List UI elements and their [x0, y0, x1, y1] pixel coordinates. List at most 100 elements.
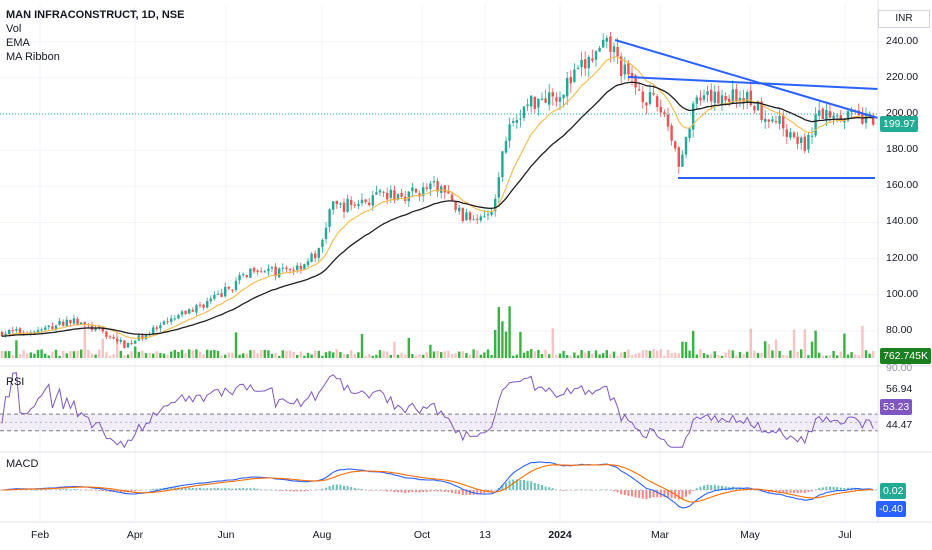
moving-averages — [1, 56, 874, 339]
macd-histogram-bar — [328, 486, 331, 490]
candle-body — [774, 121, 778, 123]
volume-bar — [666, 349, 670, 358]
candle-body — [753, 106, 756, 111]
macd-histogram-bar — [469, 490, 471, 495]
macd-histogram-bar — [307, 490, 309, 491]
symbol-title[interactable]: MAN INFRACONSTRUCT, 1D, NSE — [6, 9, 185, 21]
candle-body — [645, 102, 648, 106]
candle-body — [425, 187, 428, 189]
candle-body — [508, 124, 511, 141]
candle-body — [828, 111, 832, 118]
volume-bar — [173, 349, 176, 358]
candle-body — [479, 216, 482, 221]
macd-histogram-bar — [440, 490, 443, 492]
candle-body — [101, 327, 104, 332]
candle-body — [760, 101, 763, 120]
last-price-tag: 199.97 — [880, 116, 919, 132]
volume-bar — [749, 328, 752, 358]
volume-bar — [8, 351, 11, 358]
volume-bar — [519, 331, 522, 358]
candle-body — [220, 293, 223, 297]
volume-bar — [576, 355, 580, 358]
macd-histogram-bar — [753, 490, 756, 491]
candle-body — [94, 327, 97, 331]
macd-histogram-bar — [454, 490, 457, 494]
volume-bar — [458, 351, 461, 358]
macd-histogram-bar — [353, 487, 356, 490]
candle-body — [764, 118, 767, 122]
candle-body — [422, 187, 425, 196]
macd-histogram-bar — [296, 490, 299, 492]
indicator-ema[interactable]: EMA — [6, 37, 30, 49]
volume-bar — [674, 352, 677, 358]
time-tick-label: Jul — [838, 529, 852, 541]
macd-histogram-bar — [566, 490, 569, 491]
volume-bar — [616, 355, 619, 358]
macd-pane-label[interactable]: MACD — [6, 458, 39, 470]
volume-bar — [764, 341, 767, 358]
candle-body — [868, 113, 871, 115]
price-tick-label: 100.00 — [886, 287, 919, 300]
macd-histogram-bar — [587, 489, 590, 491]
candle-body — [623, 64, 626, 75]
volume-bar — [396, 354, 400, 358]
macd-histogram-bar — [47, 489, 50, 490]
candle-body — [238, 275, 241, 281]
volume-bar — [544, 349, 547, 358]
macd-histogram-bar — [821, 487, 824, 490]
macd-histogram-bar — [505, 482, 507, 490]
macd-histogram-bar — [37, 489, 39, 491]
macd-histogram-bar — [263, 489, 266, 491]
macd-histogram-bar — [393, 490, 396, 493]
price-tick-label: 200.00 — [886, 106, 919, 119]
candle-body — [152, 327, 155, 334]
macd-histogram-bar — [335, 484, 338, 490]
macd-histogram-bar — [512, 479, 515, 490]
candle-body — [612, 46, 616, 53]
volume-bar — [47, 355, 50, 358]
macd-histogram-bar — [87, 490, 90, 491]
volume-bar — [573, 352, 576, 358]
candle-body — [58, 320, 61, 325]
volume-bar — [350, 350, 353, 358]
candle-body — [742, 98, 745, 103]
macd-histogram-bar — [130, 490, 133, 492]
macd-histogram-bar — [681, 490, 684, 499]
candle-body — [353, 204, 356, 206]
candle-body — [378, 190, 382, 193]
volume-bar — [407, 337, 410, 358]
rsi-pane-label[interactable]: RSI — [6, 376, 25, 388]
macd-histogram-bar — [253, 488, 255, 490]
volume-bar — [26, 353, 29, 358]
volume-bar — [717, 355, 720, 358]
macd-histogram-bar — [544, 486, 547, 490]
candle-body — [792, 132, 796, 138]
volume-bar — [756, 352, 760, 358]
indicator-vol[interactable]: Vol — [6, 23, 22, 35]
volume-bar — [278, 355, 281, 358]
macd-histogram-bar — [188, 487, 191, 490]
volume-bar — [551, 328, 554, 358]
macd-histogram-bar — [803, 490, 806, 494]
candle-body — [695, 97, 698, 104]
macd-histogram-bar — [292, 490, 295, 492]
candle-body — [303, 264, 306, 270]
volume-bar — [515, 354, 518, 358]
candle-body — [407, 191, 410, 202]
candle-body — [65, 319, 68, 327]
macd-histogram-bar — [451, 490, 453, 493]
signal-line — [2, 464, 874, 503]
indicator-ma-ribbon[interactable]: MA Ribbon — [6, 51, 60, 63]
macd-line — [1, 461, 874, 509]
candle-body — [321, 240, 324, 248]
volume-bar — [58, 355, 61, 358]
candle-body — [292, 269, 295, 271]
candle-body — [360, 199, 364, 204]
volume-bar — [591, 353, 594, 358]
candle-body — [544, 98, 547, 103]
currency-button[interactable]: INR — [878, 10, 930, 28]
macd-histogram-bar — [613, 490, 615, 492]
candle-body — [80, 322, 83, 325]
candle-body — [692, 103, 695, 130]
macd-histogram-bar — [645, 490, 648, 500]
